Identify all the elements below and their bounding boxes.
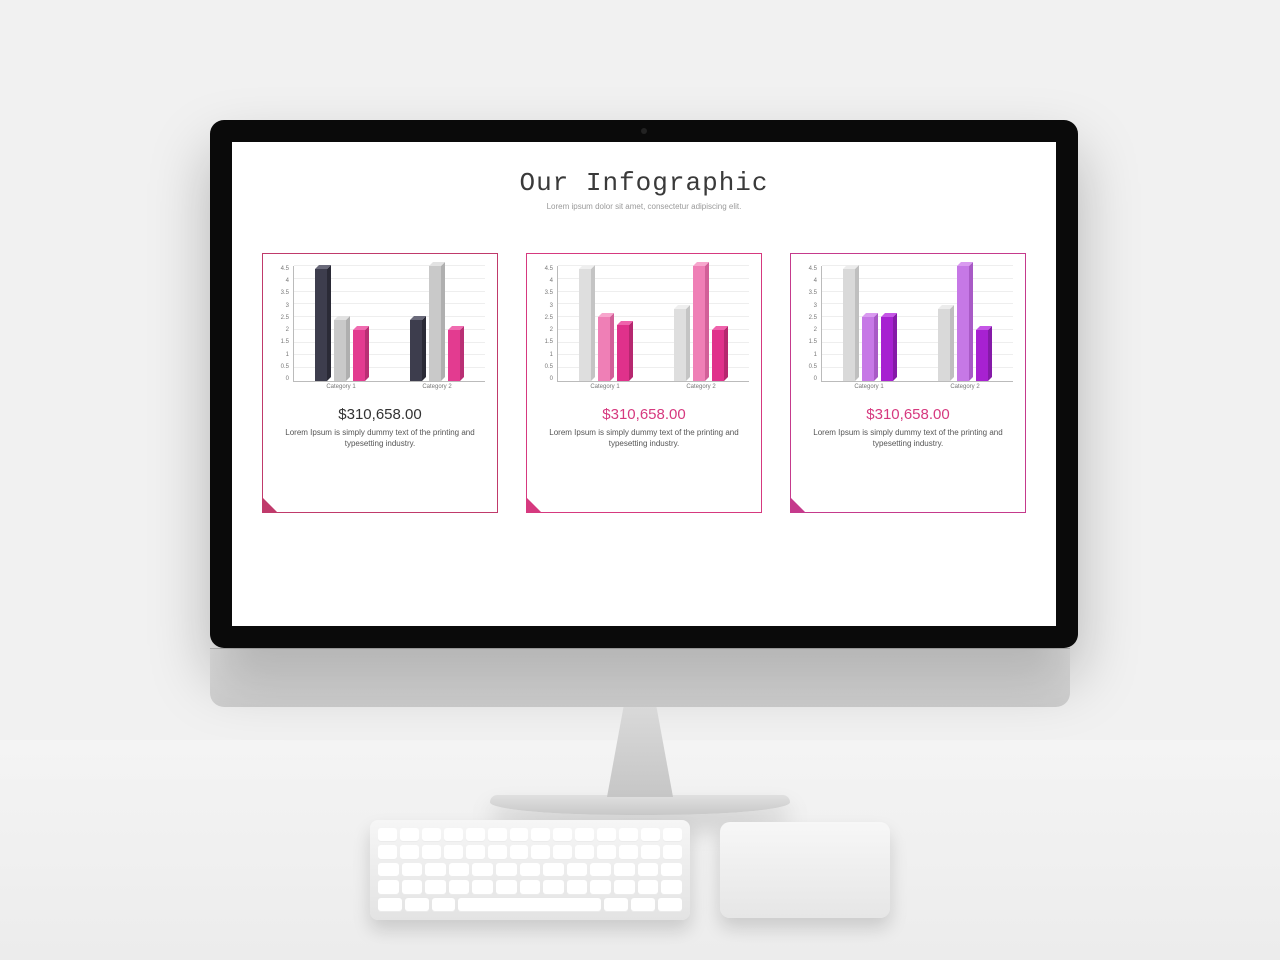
card-caption: Lorem Ipsum is simply dummy text of the … [537,428,751,450]
bar-chart: 4.543.532.521.510.50Category 1Category 2 [289,266,485,396]
corner-accent-icon [526,497,542,513]
bar [843,266,859,381]
card-caption: Lorem Ipsum is simply dummy text of the … [273,428,487,450]
monitor-stand-neck [585,707,695,797]
bar [693,266,709,381]
bar [957,266,973,381]
bar [617,266,633,381]
infographic-card: 4.543.532.521.510.50Category 1Category 2… [790,253,1026,513]
monitor-bezel: Our Infographic Lorem ipsum dolor sit am… [210,120,1078,648]
bar [448,266,464,381]
cards-row: 4.543.532.521.510.50Category 1Category 2… [262,253,1026,513]
camera-icon [641,128,647,134]
bar [315,266,331,381]
trackpad [720,822,890,918]
monitor: Our Infographic Lorem ipsum dolor sit am… [210,120,1070,815]
corner-accent-icon [790,497,806,513]
bar [334,266,350,381]
card-caption: Lorem Ipsum is simply dummy text of the … [801,428,1015,450]
infographic-card: 4.543.532.521.510.50Category 1Category 2… [526,253,762,513]
screen: Our Infographic Lorem ipsum dolor sit am… [232,142,1056,626]
bar [712,266,728,381]
card-amount: $310,658.00 [801,406,1015,423]
bar [353,266,369,381]
monitor-chin [210,648,1070,707]
bar [579,266,595,381]
keyboard [370,820,690,920]
bar [862,266,878,381]
slide-title: Our Infographic [262,168,1026,198]
bar-chart: 4.543.532.521.510.50Category 1Category 2 [817,266,1013,396]
bar [429,266,445,381]
corner-accent-icon [262,497,278,513]
infographic-card: 4.543.532.521.510.50Category 1Category 2… [262,253,498,513]
slide: Our Infographic Lorem ipsum dolor sit am… [232,142,1056,626]
slide-subtitle: Lorem ipsum dolor sit amet, consectetur … [262,202,1026,211]
bar [881,266,897,381]
card-amount: $310,658.00 [537,406,751,423]
bar [674,266,690,381]
bar [598,266,614,381]
bar-chart: 4.543.532.521.510.50Category 1Category 2 [553,266,749,396]
bar [976,266,992,381]
monitor-stand-foot [490,795,790,815]
bar [410,266,426,381]
card-amount: $310,658.00 [273,406,487,423]
bar [938,266,954,381]
